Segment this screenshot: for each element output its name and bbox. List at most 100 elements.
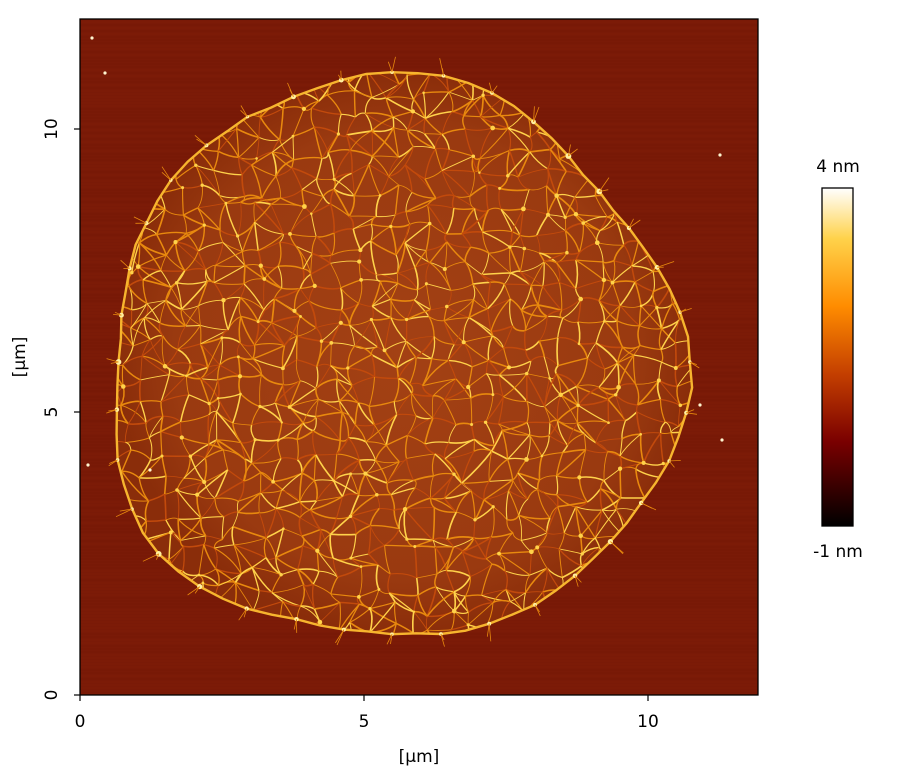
strand xyxy=(369,601,396,633)
strand xyxy=(463,341,473,367)
strand xyxy=(441,155,474,171)
strand xyxy=(394,602,397,624)
strand xyxy=(535,214,549,236)
strand xyxy=(121,449,132,472)
strand xyxy=(179,540,184,548)
strand xyxy=(409,383,414,394)
strand xyxy=(141,355,170,376)
strand xyxy=(295,336,298,360)
strand xyxy=(297,568,320,572)
x-axis: 0 5 10 [µm] xyxy=(75,695,659,767)
strand xyxy=(444,482,462,499)
strand xyxy=(176,282,183,310)
strand xyxy=(464,127,493,131)
strand xyxy=(556,494,588,503)
strand-node xyxy=(288,231,292,236)
strand xyxy=(165,519,181,541)
strand xyxy=(288,380,301,408)
strand xyxy=(441,111,453,135)
strand xyxy=(414,539,434,548)
strand xyxy=(567,422,578,446)
strand xyxy=(525,316,548,332)
strand xyxy=(177,325,201,350)
strand-node xyxy=(197,573,201,577)
strand xyxy=(139,475,167,479)
strand xyxy=(141,335,164,357)
strand xyxy=(463,115,481,118)
strand xyxy=(502,373,528,398)
strand xyxy=(365,461,400,475)
strand xyxy=(461,208,476,234)
strand xyxy=(231,526,235,546)
strand xyxy=(503,396,527,402)
strand xyxy=(404,242,431,264)
strand xyxy=(678,405,681,427)
strand xyxy=(472,283,476,300)
strand xyxy=(140,374,170,381)
rim-fibre xyxy=(336,629,345,646)
strand xyxy=(543,261,560,283)
strand-node xyxy=(405,537,409,541)
strand xyxy=(565,230,580,253)
strand xyxy=(186,366,209,377)
strand xyxy=(296,569,305,586)
strand xyxy=(428,316,445,322)
strand xyxy=(277,241,282,267)
strand xyxy=(488,451,493,482)
strand-node xyxy=(363,471,368,476)
strand xyxy=(375,564,380,590)
strand-node xyxy=(359,278,363,282)
strand xyxy=(443,473,455,499)
strand xyxy=(213,282,245,285)
strand xyxy=(243,278,265,285)
strand xyxy=(316,533,331,552)
strand xyxy=(479,127,494,159)
strand xyxy=(160,421,181,433)
strand xyxy=(483,479,514,501)
strand xyxy=(316,342,332,367)
strand xyxy=(116,361,124,387)
strand xyxy=(351,173,355,196)
strand xyxy=(461,480,490,484)
strand xyxy=(163,476,167,495)
strand xyxy=(208,379,219,404)
strand xyxy=(413,73,431,100)
strand xyxy=(415,577,419,596)
strand xyxy=(443,299,474,322)
strand xyxy=(149,339,166,367)
strand xyxy=(576,386,579,406)
strand xyxy=(370,240,397,256)
strand xyxy=(156,234,168,256)
strand-node xyxy=(603,319,606,323)
strand-node xyxy=(491,393,495,397)
strand xyxy=(405,211,411,225)
strand xyxy=(446,72,450,93)
strand-node xyxy=(577,342,581,346)
strand xyxy=(470,490,476,520)
strand xyxy=(138,242,162,272)
strand xyxy=(271,584,304,594)
strand xyxy=(158,322,164,337)
strand xyxy=(583,433,587,450)
strand xyxy=(254,322,273,346)
strand-node xyxy=(641,460,646,465)
strand xyxy=(406,75,415,100)
strand xyxy=(236,127,260,139)
strand xyxy=(291,167,303,190)
strand xyxy=(175,164,197,180)
strand-node xyxy=(357,259,362,264)
strand xyxy=(631,265,654,273)
strand-node xyxy=(255,157,258,160)
rim-fibre xyxy=(161,166,172,181)
strand xyxy=(327,90,355,96)
strand xyxy=(237,202,242,237)
strand xyxy=(426,629,439,635)
strand xyxy=(234,566,253,583)
y-tick-label-5: 5 xyxy=(42,407,62,418)
strand xyxy=(207,337,223,368)
rim-fibre xyxy=(598,177,610,192)
strand xyxy=(397,272,419,291)
strand xyxy=(213,265,246,284)
strand xyxy=(348,437,361,461)
strand xyxy=(376,274,399,284)
